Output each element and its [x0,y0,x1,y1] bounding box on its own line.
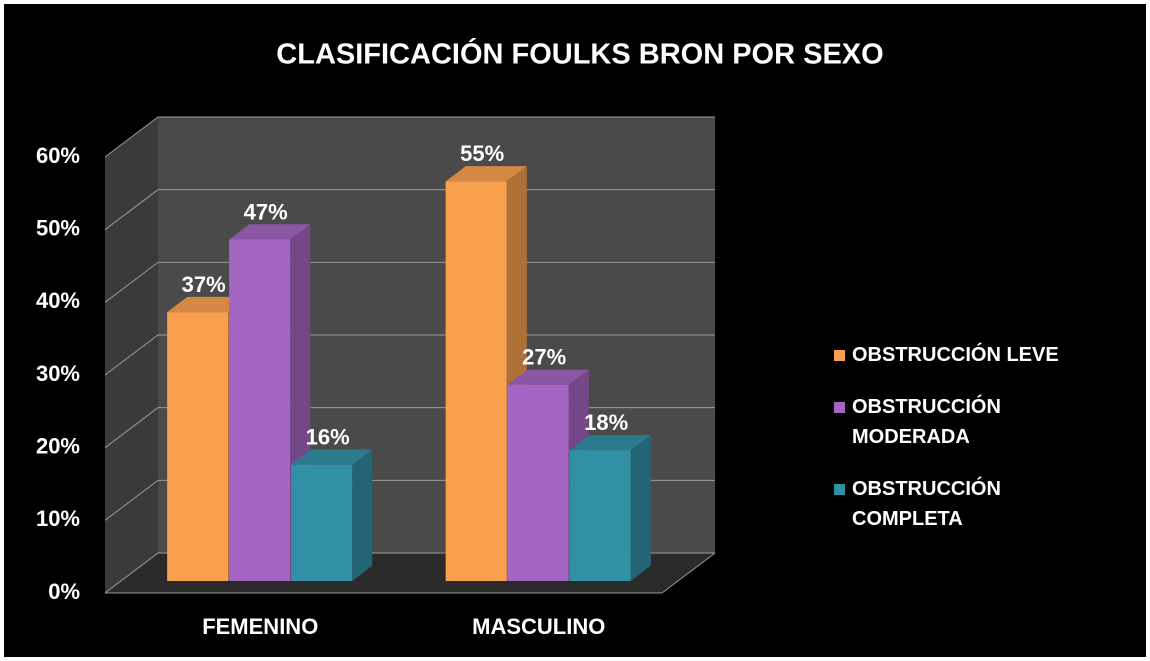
bar-front [445,181,507,582]
chart-title: CLASIFICACIÓN FOULKS BRON POR SEXO [276,37,883,71]
bar-front [229,239,291,581]
legend-swatch [834,402,845,413]
y-tick-label: 60% [36,143,80,168]
y-tick-label: 40% [36,288,80,313]
data-label: 27% [522,345,566,370]
legend-swatch [834,484,845,495]
x-axis-depth [661,552,716,594]
legend-item: OBSTRUCCIÓN LEVE [834,340,1104,370]
bar-top [167,296,249,313]
data-label: 18% [584,410,628,435]
bar [569,435,651,581]
bar-front [291,464,353,581]
legend-item: OBSTRUCCIÓN COMPLETA [834,474,1104,534]
grid-line [104,116,715,158]
grid-line [104,261,715,303]
bar-side [352,449,373,581]
legend-label: OBSTRUCCIÓN MODERADA [852,396,1001,448]
bar-front [569,450,631,581]
bar [291,449,373,581]
legend: OBSTRUCCIÓN LEVE OBSTRUCCIÓN MODERADA OBST… [834,340,1104,556]
bar-top [445,166,527,182]
legend-label: OBSTRUCCIÓN LEVE [852,344,1059,366]
x-tick-label: MASCULINO [472,614,605,639]
x-tick-label: FEMENINO [202,614,318,639]
data-label: 16% [306,425,350,450]
bar-top [229,224,311,240]
bar-front [167,312,229,581]
y-tick-label: 10% [36,506,80,531]
bar-front [507,384,569,581]
data-label: 37% [182,272,226,297]
y-tick-label: 0% [48,579,80,604]
data-label: 55% [460,141,504,166]
bar-top [569,435,651,451]
grid-line [104,334,715,376]
bar-top [291,449,373,465]
legend-swatch [834,350,845,361]
data-label: 47% [244,199,288,224]
y-tick-label: 50% [36,215,80,240]
grid-line [104,189,715,231]
legend-label: OBSTRUCCIÓN COMPLETA [852,478,1001,530]
legend-item: OBSTRUCCIÓN MODERADA [834,392,1104,452]
y-tick-label: 20% [36,433,80,458]
bar-top [507,369,589,385]
y-tick-label: 30% [36,361,80,386]
bar-side [630,435,651,581]
